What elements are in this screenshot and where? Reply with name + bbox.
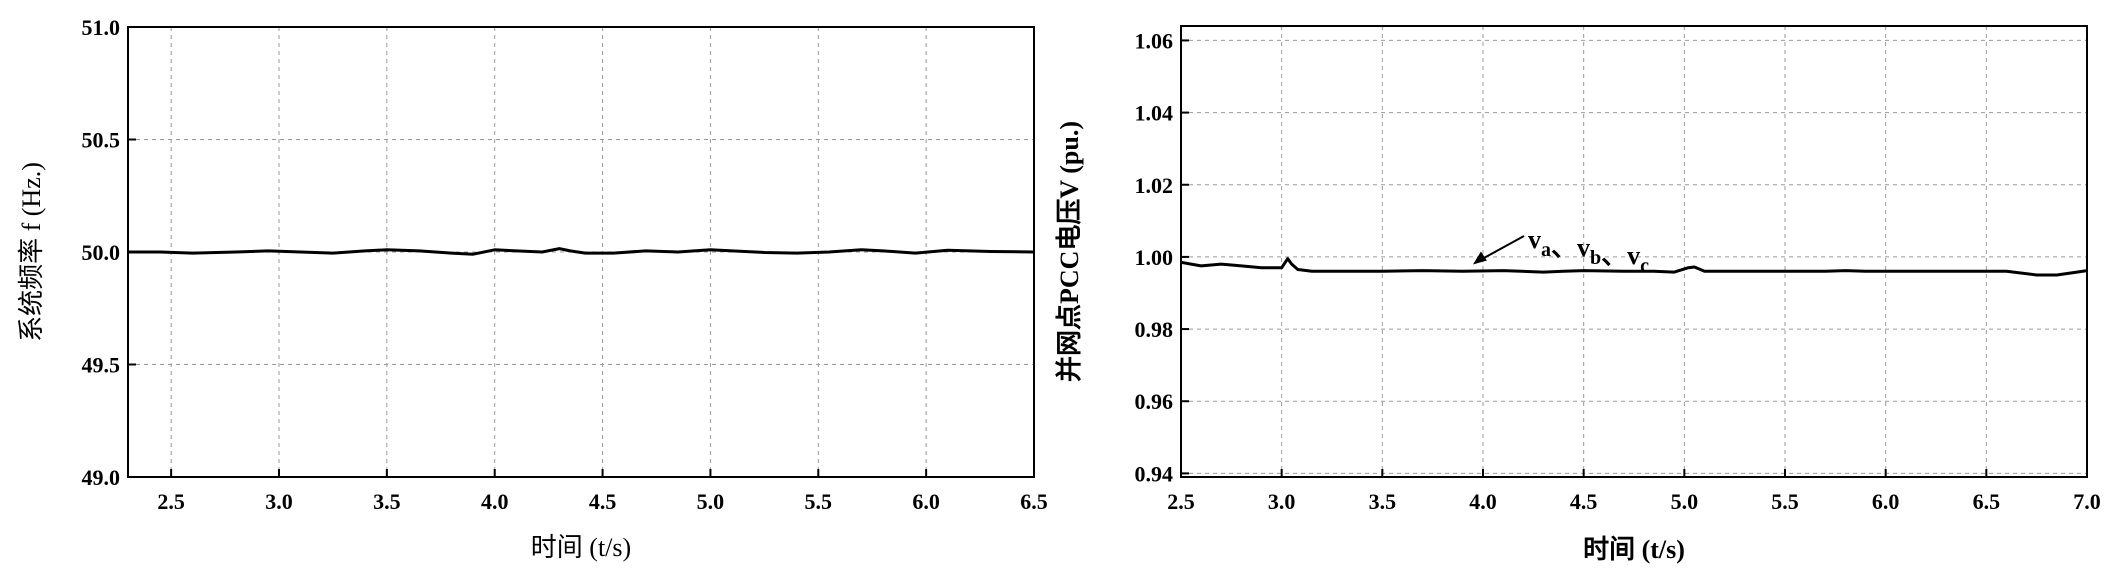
chart2-x-tick-label: 6.5: [1973, 489, 2001, 514]
chart1-y-tick-label: 49.5: [82, 353, 121, 378]
chart2-y-tick-label: 1.06: [1135, 28, 1174, 53]
chart2-annotation-label: va、vb、vc: [1528, 225, 1649, 277]
annotation-base: 、v: [1601, 241, 1640, 270]
chart2-y-tick-label: 1.00: [1135, 245, 1174, 270]
chart1-x-tick-label: 6.0: [912, 489, 940, 514]
chart1-y-tick-label: 49.0: [82, 465, 121, 490]
chart2-y-tick-label: 1.04: [1135, 101, 1174, 126]
annotation-subscript: a: [1541, 239, 1551, 261]
chart2-annotation-arrowhead: [1472, 251, 1487, 265]
chart2-y-tick-label: 0.96: [1135, 389, 1174, 414]
chart2-annotation-arrow: [1482, 235, 1525, 260]
chart2-series-line: [1180, 257, 2088, 277]
annotation-subscript: c: [1640, 255, 1649, 277]
chart1-x-tick-label: 4.5: [589, 489, 617, 514]
chart2-y-tick-label: 0.94: [1135, 461, 1174, 486]
chart2-plot-area: [1181, 26, 2087, 477]
chart2-y-axis-title: 并网点PCC电压V (pu.): [1054, 121, 1084, 382]
chart1-x-tick-label: 3.0: [265, 489, 293, 514]
chart1-x-tick-label: 6.5: [1020, 489, 1048, 514]
chart1-x-axis-title: 时间 (t/s): [531, 533, 631, 562]
chart2-plot-frame: [1180, 25, 2088, 478]
chart2-x-tick-label: 5.0: [1671, 489, 1699, 514]
chart1-plot-frame: [127, 26, 1035, 478]
chart2-y-tick-label: 0.98: [1135, 317, 1174, 342]
chart2-x-tick-label: 4.0: [1469, 489, 1497, 514]
chart2-x-tick-label: 6.0: [1872, 489, 1900, 514]
chart1-y-tick-label: 50.0: [82, 240, 121, 265]
chart2-x-tick-label: 7.0: [2073, 489, 2101, 514]
chart1-x-tick-label: 5.0: [697, 489, 725, 514]
chart2-x-tick-label: 5.5: [1771, 489, 1799, 514]
chart1-x-tick-label: 4.0: [481, 489, 509, 514]
chart2-x-tick-label: 3.0: [1268, 489, 1296, 514]
chart1-y-tick-label: 51.0: [82, 15, 121, 40]
chart1-x-tick-label: 3.5: [373, 489, 401, 514]
chart2-x-tick-label: 4.5: [1570, 489, 1598, 514]
annotation-base: 、v: [1551, 233, 1590, 262]
annotation-subscript: b: [1590, 247, 1601, 269]
chart1-y-tick-label: 50.5: [82, 128, 121, 153]
chart2-x-axis-title: 时间 (t/s): [1583, 535, 1685, 564]
chart1-x-tick-label: 2.5: [157, 489, 185, 514]
chart2-x-tick-label: 3.5: [1369, 489, 1397, 514]
chart1-x-tick-label: 5.5: [805, 489, 833, 514]
chart2-x-tick-label: 2.5: [1167, 489, 1195, 514]
chart1-y-axis-title: 系统频率 f (Hz.): [17, 162, 46, 342]
chart1-series-line: [128, 247, 1035, 256]
annotation-base: v: [1528, 225, 1541, 254]
chart2-y-tick-label: 1.02: [1135, 173, 1174, 198]
